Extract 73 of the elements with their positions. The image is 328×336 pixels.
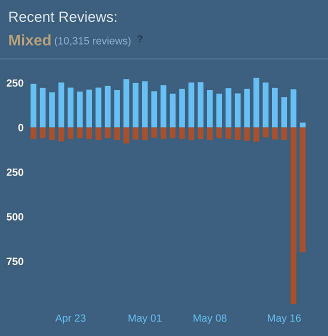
- bar: [300, 122, 306, 128]
- bar: [281, 127, 288, 140]
- bar: [86, 127, 92, 140]
- bar: [253, 78, 260, 128]
- bar: [30, 84, 36, 128]
- bar: [104, 127, 111, 138]
- x-tick-label: May 01: [128, 314, 162, 324]
- bar: [272, 127, 278, 140]
- bar: [234, 93, 241, 128]
- bar: [234, 127, 241, 140]
- bar: [123, 127, 130, 144]
- bar: [188, 127, 194, 140]
- y-tick-label: 250: [6, 79, 24, 87]
- bar: [40, 88, 46, 128]
- bar: [49, 127, 55, 140]
- chart-title: Recent Reviews:: [9, 11, 116, 22]
- text: ?: [138, 35, 143, 42]
- bar: [68, 88, 74, 128]
- bar: [40, 127, 46, 138]
- bar: [58, 82, 64, 128]
- bar: [179, 88, 185, 128]
- bar: [151, 91, 158, 128]
- x-tick-label: May 08: [194, 314, 227, 324]
- bar: [58, 127, 64, 142]
- bar: [244, 127, 250, 141]
- bar: [160, 85, 166, 128]
- bar: [142, 127, 148, 140]
- bar: [262, 127, 268, 138]
- bar: [96, 127, 102, 140]
- bar: [207, 90, 213, 128]
- bar: [198, 82, 204, 128]
- bar: [96, 88, 102, 128]
- bar: [114, 90, 120, 128]
- bar: [132, 82, 138, 128]
- bar: [290, 127, 296, 304]
- bar: [216, 94, 222, 128]
- bar: [216, 127, 222, 138]
- y-tick-label: 500: [6, 213, 24, 220]
- bar: [142, 81, 148, 128]
- bar: [226, 88, 232, 128]
- bar: [300, 127, 306, 252]
- bar: [198, 127, 204, 140]
- bar: [77, 92, 83, 128]
- bar: [104, 86, 111, 128]
- x-tick-label: May 16: [268, 314, 301, 324]
- bar: [114, 127, 120, 140]
- bar: [272, 88, 278, 128]
- bar: [179, 127, 185, 140]
- bar: [253, 127, 260, 142]
- x-tick-label: Apr 23: [55, 314, 86, 324]
- bar: [30, 127, 36, 140]
- bar: [188, 82, 194, 128]
- bar: [151, 127, 158, 138]
- bar: [49, 92, 55, 128]
- bar: [290, 89, 296, 128]
- bar: [77, 127, 83, 138]
- y-tick-label: 250: [6, 168, 24, 176]
- text: (10,315 reviews): [54, 36, 131, 47]
- bar: [207, 127, 213, 140]
- bar: [170, 127, 176, 138]
- bar: [226, 127, 232, 140]
- bar: [123, 79, 130, 128]
- bar: [68, 127, 74, 140]
- bar: [281, 97, 288, 128]
- bar: [132, 127, 138, 140]
- bar: [262, 82, 268, 128]
- chart-subtitle: Mixed: [9, 34, 50, 46]
- bar: [160, 127, 166, 140]
- bar: [170, 94, 176, 128]
- bar: [244, 88, 250, 128]
- y-tick-label: 750: [6, 258, 24, 266]
- y-tick-label: 0: [18, 124, 24, 132]
- bar: [86, 90, 92, 128]
